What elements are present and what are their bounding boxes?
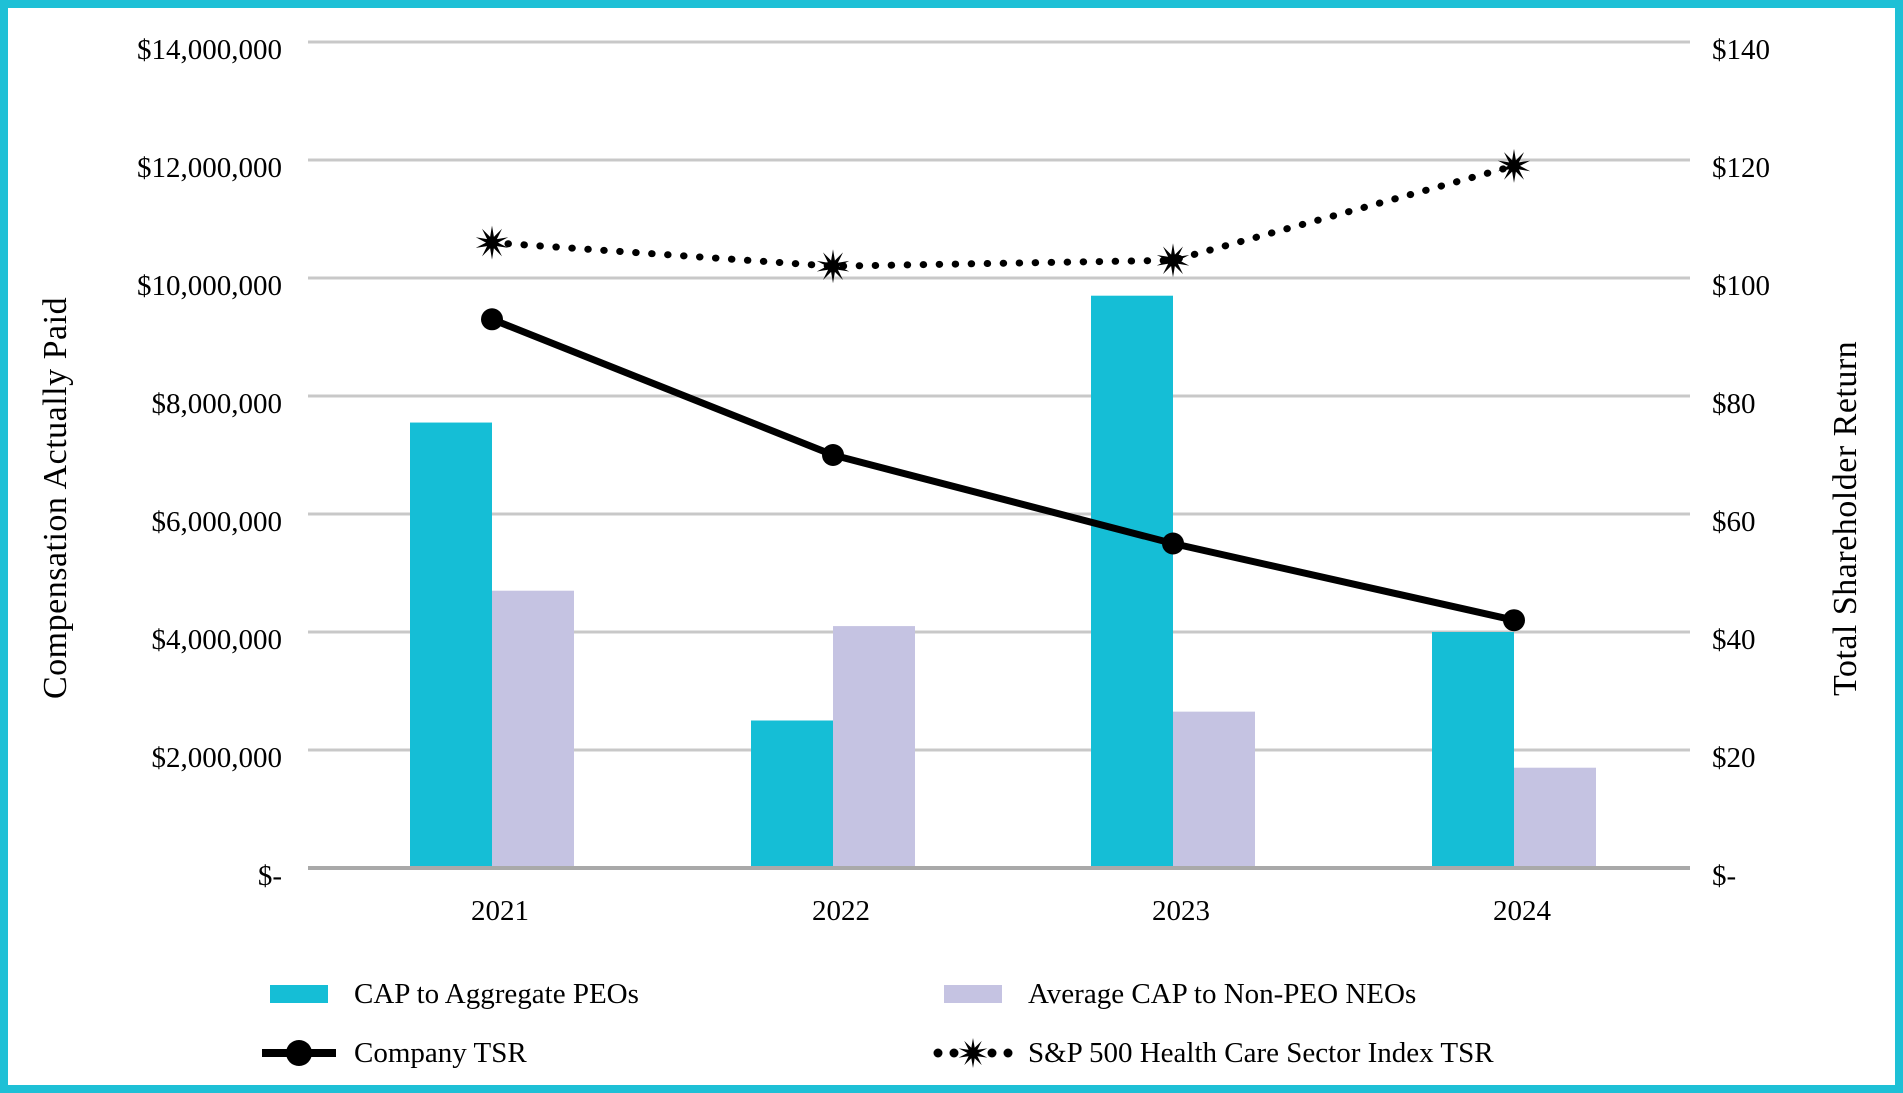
right-axis-tick-6: $20 [1712,742,1756,774]
right-axis-title: Total Shareholder Return [1827,340,1864,696]
left-axis-tick-1: $12,000,000 [137,152,282,184]
left-axis-tick-4: $6,000,000 [151,506,283,538]
right-axis-tick-4: $60 [1712,506,1756,538]
company-tsr-point-2023 [1162,532,1184,555]
company-tsr-line [488,315,1518,624]
bar-cap-neo-2021 [492,590,574,868]
index-tsr-point-2021 [475,225,509,260]
company-tsr-point-2024 [1503,609,1525,632]
bar-cap-peo-2022 [751,720,833,868]
bar-cap-neo-2022 [833,626,915,868]
company-tsr-point-2021 [481,308,503,331]
right-axis-tick-5: $40 [1712,624,1756,656]
bar-cap-peo-2023 [1091,295,1173,868]
right-axis-tick-3: $80 [1712,388,1756,420]
left-axis-tick-6: $2,000,000 [151,742,283,774]
bar-cap-neo-2023 [1173,711,1255,868]
right-axis-tick-1: $120 [1712,152,1770,184]
left-axis-tick-3: $8,000,000 [151,388,283,420]
x-axis-label-2023: 2023 [1152,895,1210,927]
bar-cap-peo-2021 [410,422,492,868]
index-tsr-point-2022 [816,249,850,284]
left-axis-tick-7: $- [257,860,282,892]
left-axis-tick-0: $14,000,000 [137,34,282,66]
index-tsr-line [488,162,1518,270]
index-tsr-point-2024 [1497,148,1531,183]
right-axis-tick-7: $- [1712,860,1737,892]
company-tsr-point-2022 [822,444,844,466]
right-axis-tick-0: $140 [1712,34,1770,66]
x-axis-label-2024: 2024 [1493,895,1551,927]
bar-cap-peo-2024 [1432,632,1514,868]
index-tsr-point-2023 [1156,243,1190,278]
left-axis-tick-2: $10,000,000 [137,270,282,302]
bar-cap-neo-2024 [1514,767,1596,868]
right-axis-tick-2: $100 [1712,270,1770,302]
x-axis-label-2021: 2021 [471,895,529,927]
left-axis-tick-5: $4,000,000 [151,624,283,656]
x-axis-label-2022: 2022 [812,895,870,927]
